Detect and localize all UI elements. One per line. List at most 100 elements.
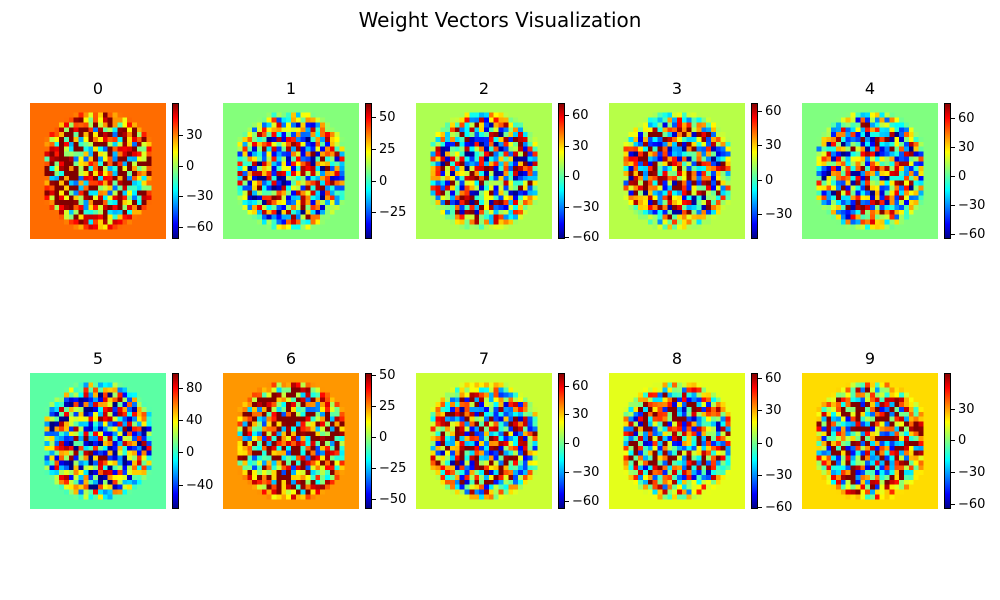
colorbar-tick-label: −30 xyxy=(765,468,793,483)
colorbar-tick-label: 30 xyxy=(958,140,975,155)
colorbar-tick-label: −30 xyxy=(765,207,793,222)
panel-title: 9 xyxy=(864,349,876,368)
colorbar-frame xyxy=(558,103,565,239)
colorbar-tick xyxy=(372,117,376,118)
colorbar-tick-label: −30 xyxy=(572,200,600,215)
colorbar-tick-label: −60 xyxy=(958,227,986,242)
weight-heatmap xyxy=(609,103,745,239)
colorbar-tick xyxy=(372,468,376,469)
colorbar-tick-label: 0 xyxy=(958,433,967,448)
colorbar-tick xyxy=(758,180,762,181)
colorbar-tick xyxy=(758,145,762,146)
colorbar-tick xyxy=(758,214,762,215)
colorbar-tick-label: 0 xyxy=(765,173,774,188)
colorbar xyxy=(558,103,565,239)
colorbar-tick xyxy=(565,414,569,415)
colorbar-tick-label: 60 xyxy=(572,379,589,394)
colorbar-tick-label: 80 xyxy=(186,381,203,396)
colorbar-tick xyxy=(565,501,569,502)
panel-title: 1 xyxy=(285,79,297,98)
colorbar-tick-label: 25 xyxy=(379,399,396,414)
colorbar-frame xyxy=(558,373,565,509)
colorbar-tick xyxy=(179,166,183,167)
colorbar-tick-label: 0 xyxy=(572,169,581,184)
colorbar-tick-label: 25 xyxy=(379,142,396,157)
colorbar-tick-label: 30 xyxy=(572,407,589,422)
colorbar-tick-label: 30 xyxy=(958,402,975,417)
colorbar-tick xyxy=(372,499,376,500)
colorbar-tick xyxy=(565,207,569,208)
colorbar-tick xyxy=(179,420,183,421)
colorbar-frame xyxy=(944,103,951,239)
colorbar xyxy=(365,373,372,509)
colorbar-tick xyxy=(179,196,183,197)
colorbar-tick xyxy=(372,212,376,213)
colorbar xyxy=(944,103,951,239)
colorbar-tick-label: 50 xyxy=(379,368,396,383)
panel-title: 6 xyxy=(285,349,297,368)
colorbar-tick-label: 30 xyxy=(765,138,782,153)
colorbar-tick-label: 30 xyxy=(572,139,589,154)
colorbar-frame xyxy=(751,373,758,509)
weight-heatmap xyxy=(802,103,938,239)
colorbar-tick xyxy=(758,111,762,112)
colorbar-tick xyxy=(951,147,955,148)
colorbar-tick-label: 60 xyxy=(765,371,782,386)
panel-title: 4 xyxy=(864,79,876,98)
colorbar-tick xyxy=(179,135,183,136)
colorbar-tick-label: 30 xyxy=(765,403,782,418)
colorbar-tick xyxy=(951,440,955,441)
colorbar-tick xyxy=(951,118,955,119)
colorbar-tick-label: −30 xyxy=(572,465,600,480)
colorbar-frame xyxy=(365,103,372,239)
colorbar-tick-label: 0 xyxy=(572,436,581,451)
colorbar-tick-label: −50 xyxy=(379,492,407,507)
weight-heatmap xyxy=(802,373,938,509)
colorbar-tick xyxy=(951,504,955,505)
colorbar-tick xyxy=(565,443,569,444)
colorbar-tick xyxy=(951,176,955,177)
panel-title: 3 xyxy=(671,79,683,98)
colorbar-tick-label: −25 xyxy=(379,205,407,220)
colorbar-tick xyxy=(372,181,376,182)
chart-title: Weight Vectors Visualization xyxy=(358,8,642,32)
colorbar-tick-label: 60 xyxy=(765,104,782,119)
colorbar-tick xyxy=(758,410,762,411)
colorbar-tick-label: 60 xyxy=(958,111,975,126)
colorbar xyxy=(365,103,372,239)
colorbar-tick xyxy=(565,472,569,473)
panel-title: 7 xyxy=(478,349,490,368)
panel-title: 5 xyxy=(92,349,104,368)
colorbar-frame xyxy=(172,373,179,509)
colorbar-tick-label: 0 xyxy=(765,436,774,451)
colorbar-tick xyxy=(758,443,762,444)
weight-heatmap xyxy=(30,103,166,239)
colorbar-tick xyxy=(565,237,569,238)
colorbar-tick-label: −30 xyxy=(958,198,986,213)
colorbar-tick-label: −60 xyxy=(572,230,600,245)
colorbar xyxy=(751,373,758,509)
colorbar-tick-label: 0 xyxy=(379,430,388,445)
panel-title: 2 xyxy=(478,79,490,98)
panel-title: 8 xyxy=(671,349,683,368)
colorbar-tick xyxy=(565,115,569,116)
colorbar-tick-label: −30 xyxy=(186,189,214,204)
colorbar-tick-label: 60 xyxy=(572,108,589,123)
colorbar-tick xyxy=(565,386,569,387)
colorbar-tick-label: 50 xyxy=(379,110,396,125)
colorbar-tick xyxy=(372,149,376,150)
panel-title: 0 xyxy=(92,79,104,98)
colorbar-tick xyxy=(951,472,955,473)
colorbar-tick-label: −60 xyxy=(958,497,986,512)
colorbar xyxy=(172,103,179,239)
colorbar-tick-label: 0 xyxy=(186,159,195,174)
weight-heatmap xyxy=(30,373,166,509)
weight-heatmap xyxy=(416,373,552,509)
weight-heatmap xyxy=(223,103,359,239)
colorbar-tick xyxy=(179,485,183,486)
colorbar-tick xyxy=(758,507,762,508)
colorbar-tick xyxy=(565,176,569,177)
weight-heatmap xyxy=(609,373,745,509)
colorbar xyxy=(558,373,565,509)
colorbar-tick xyxy=(372,437,376,438)
